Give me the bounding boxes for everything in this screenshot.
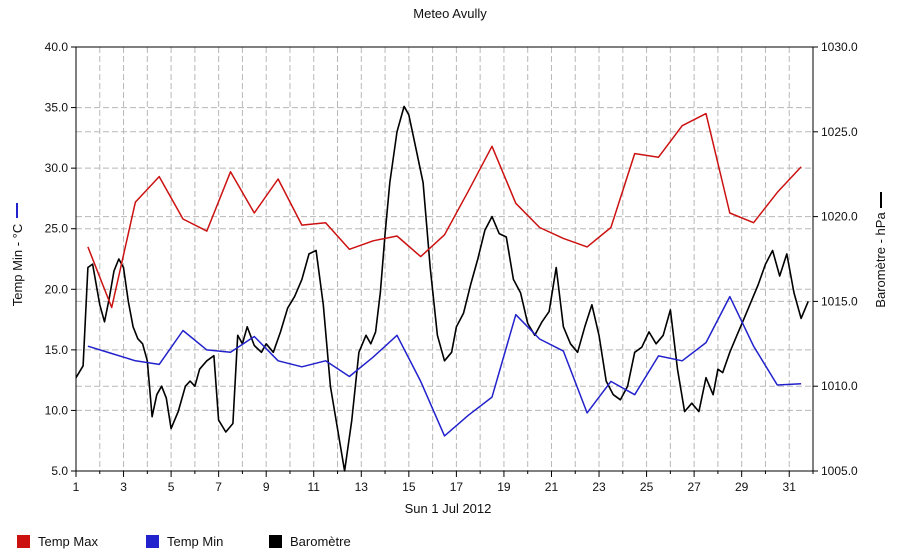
x-tick-label: 13	[355, 480, 369, 494]
x-tick-label: 27	[687, 480, 701, 494]
plot-frame	[75, 46, 814, 472]
y-right-tick-label: 1030.0	[821, 40, 858, 54]
series-layer	[75, 105, 809, 472]
legend-item-barometre: Baromètre	[269, 534, 351, 549]
x-tick-label: 11	[308, 480, 321, 494]
x-tick-label: 23	[592, 480, 606, 494]
x-tick-label: 7	[215, 480, 222, 494]
y-axis-right-label: Baromètre - hPa	[873, 212, 888, 308]
x-tick-label: 29	[735, 480, 749, 494]
y-left-tick-label: 10.0	[45, 403, 69, 417]
y-left-tick-label: 20.0	[45, 282, 69, 296]
y-left-tick-label: 40.0	[45, 40, 69, 54]
y-left-tick-label: 15.0	[45, 343, 69, 357]
y-right-tick-label: 1005.0	[821, 464, 858, 478]
chart-title: Meteo Avully	[413, 6, 487, 21]
legend-swatch-temp-max	[17, 535, 30, 548]
x-tick-label: 15	[402, 480, 416, 494]
y-right-tick-label: 1015.0	[821, 294, 858, 308]
y-left-tick-label: 25.0	[45, 222, 69, 236]
legend-item-temp-max: Temp Max	[17, 534, 98, 549]
legend-swatch-temp-min	[146, 535, 159, 548]
series-line-barom-tre	[75, 105, 809, 472]
y-left-tick-label: 30.0	[45, 161, 69, 175]
legend-label-temp-max: Temp Max	[38, 534, 98, 549]
y-right-tick-label: 1020.0	[821, 210, 858, 224]
series-line-temp-min	[87, 295, 802, 437]
x-tick-label: 19	[497, 480, 511, 494]
x-tick-label: 3	[120, 480, 127, 494]
y-axis-right: 1005.0 1010.0 1015.0 1020.0 1025.0 1030.0	[813, 40, 858, 478]
x-tick-label: 21	[545, 480, 559, 494]
legend: Temp Max Temp Min Baromètre	[0, 534, 900, 554]
y-right-tick-label: 1025.0	[821, 125, 858, 139]
x-tick-label: 1	[73, 480, 80, 494]
x-tick-label: 5	[168, 480, 175, 494]
legend-item-temp-min: Temp Min	[146, 534, 223, 549]
grid	[76, 47, 813, 471]
legend-swatch-barometre	[269, 535, 282, 548]
legend-label-temp-min: Temp Min	[167, 534, 224, 549]
x-axis-label: Sun 1 Jul 2012	[405, 501, 492, 516]
x-tick-label: 17	[450, 480, 464, 494]
series-line-temp-max	[87, 112, 802, 309]
y-right-tick-label: 1010.0	[821, 379, 858, 393]
x-tick-label: 31	[783, 480, 797, 494]
legend-label-barometre: Baromètre	[290, 534, 351, 549]
y-left-tick-label: 35.0	[45, 101, 69, 115]
x-tick-label: 25	[640, 480, 654, 494]
y-axis-left: 5.0 10.0 15.0 20.0 25.0 30.0 35.0 40.0	[45, 40, 76, 478]
y-left-tick-label: 5.0	[51, 464, 68, 478]
x-axis: 1 3 5 7 9 11 13 15 17 19 21 23 25 27 29 31	[73, 471, 814, 494]
y-axis-left-label: Temp Min - °C	[10, 224, 25, 307]
x-tick-label: 9	[263, 480, 270, 494]
